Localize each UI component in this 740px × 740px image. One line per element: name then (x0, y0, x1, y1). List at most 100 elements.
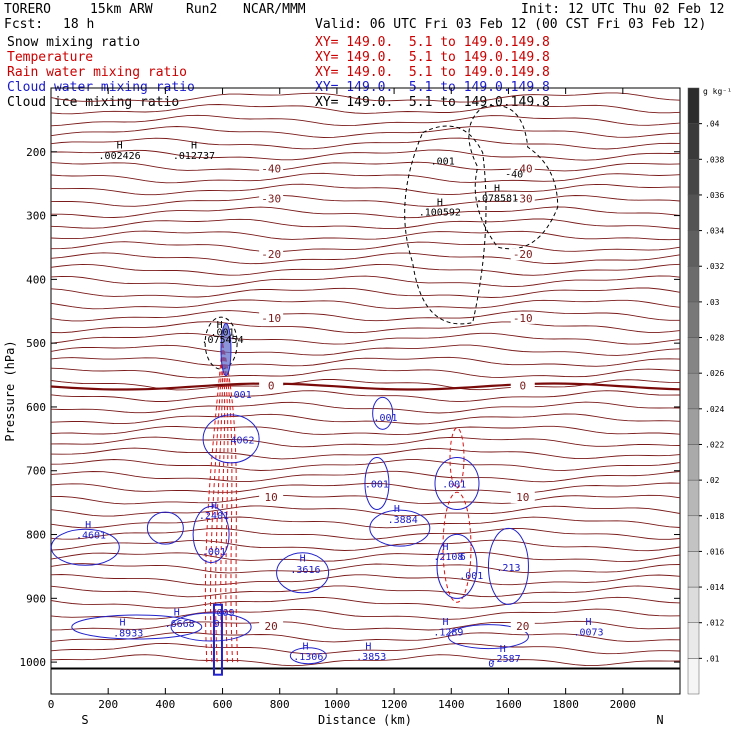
temperature-contour-line (50, 332, 681, 345)
rain-water-contour (220, 343, 226, 663)
temperature-contour-line (50, 367, 681, 379)
temperature-contour-line (50, 505, 681, 517)
max-value-label: .213 (496, 563, 520, 574)
isotherm-label: -20 (261, 248, 281, 261)
temperature-contour-line (50, 516, 681, 529)
temperature-contour-line (50, 447, 681, 460)
isotherm-label-bg (259, 491, 284, 504)
colorbar-tick-label: .022 (705, 440, 724, 449)
temperature-contour-line (51, 206, 681, 219)
temperature-contour-line (50, 436, 681, 448)
colorbar-swatch (687, 337, 700, 374)
colorbar-swatch (687, 408, 700, 445)
isotherm-label-bg (510, 620, 535, 633)
rain-water-contour (222, 343, 229, 663)
field-cloud-ice: Cloud ice mixing ratio (7, 95, 180, 110)
max-value-label: .001 (365, 479, 389, 490)
isotherm-label: -10 (261, 312, 281, 325)
max-value-label: .078581 (476, 194, 518, 205)
colorbar-tick-label: .036 (705, 191, 724, 200)
header-fcst-label: Fcst: (4, 17, 44, 32)
temperature-contour-line (50, 310, 680, 322)
max-value-label: .075454 (201, 335, 243, 346)
temperature-contour-line (50, 539, 681, 552)
colorbar-swatch (687, 123, 700, 160)
max-value-label: 6 (460, 552, 466, 563)
temperature-contour-line (50, 149, 681, 161)
rain-water-contour (215, 343, 224, 663)
colorbar-swatch (687, 658, 700, 695)
temperature-contour-line (50, 172, 681, 184)
temperature-contour-line (50, 321, 681, 334)
header-init: Init: 12 UTC Thu 02 Feb 12 (521, 2, 725, 17)
isotherm-label-bg (259, 379, 284, 392)
cloud-water-contour (369, 509, 431, 547)
snow-shaded-core (220, 323, 232, 377)
temperature-contour-line (50, 275, 681, 288)
header-valid: Valid: 06 UTC Fri 03 Feb 12 (00 CST Fri … (315, 17, 707, 32)
temperature-contour-line (50, 92, 681, 103)
colorbar-swatch (687, 551, 700, 588)
max-value-label: .001 (459, 571, 483, 582)
temperature-contour-line (50, 344, 681, 356)
xy-line-5: XY= 149.0. 5.1 to 149.0.149.8 (315, 95, 550, 110)
end-label-north: N (656, 713, 663, 727)
x-tick-label: 400 (155, 698, 175, 711)
colorbar-tick-label: .014 (705, 583, 724, 592)
temperature-contour-line (50, 161, 681, 172)
max-marker: H (437, 197, 443, 208)
xy-line-3: XY= 149.0. 5.1 to 149.0.149.8 (315, 65, 550, 80)
max-value-label: .009 (210, 608, 234, 619)
temperature-contour-line (50, 218, 681, 230)
colorbar-swatch (687, 372, 700, 410)
max-value-label: .8933 (113, 629, 143, 640)
temperature-contour-line (50, 620, 681, 631)
colorbar-tick-label: .018 (705, 512, 724, 521)
field-rain: Rain water mixing ratio (7, 65, 188, 80)
plot-frame (50, 87, 681, 695)
temperature-contour-line (50, 608, 681, 620)
rain-water-contour (210, 343, 224, 663)
max-value-label: -40 (505, 169, 523, 180)
rain-water-contour (204, 343, 224, 663)
colorbar-tick-label: .03 (705, 298, 720, 307)
max-value-label: .002426 (99, 151, 141, 162)
cloud-ice-contour (404, 125, 487, 325)
max-marker: H (117, 141, 123, 152)
isotherm-label: -40 (261, 163, 281, 176)
colorbar-swatch (687, 479, 700, 517)
cloud-water-contour (364, 456, 390, 510)
y-tick-label: 900 (26, 592, 46, 605)
max-value-label: .3884 (388, 515, 418, 526)
colorbar-tick-label: .012 (705, 619, 724, 628)
temperature-contour-line (50, 194, 681, 207)
max-value-label: .001 (202, 547, 226, 558)
max-marker: H (443, 617, 449, 628)
x-tick-label: 1600 (495, 698, 522, 711)
max-value-label: .2108 (433, 552, 463, 563)
x-tick-label: 2000 (610, 698, 637, 711)
y-tick-label: 200 (26, 146, 46, 159)
cloud-water-contour (71, 614, 203, 640)
colorbar-swatch (687, 194, 700, 231)
colorbar-tick-label: .034 (705, 227, 724, 236)
cloud-water-contour (50, 528, 120, 566)
colorbar-tick-label: .04 (705, 120, 720, 129)
colorbar-tick-label: .016 (705, 547, 724, 556)
colorbar-tick-label: .032 (705, 262, 724, 271)
temperature-contour-line (50, 494, 681, 505)
temperature-contour-line (50, 241, 681, 253)
x-axis: 0 200 400 600 800 1000 1200 1400 1600 1800 2000 (48, 88, 636, 711)
temperature-contour-line (50, 631, 681, 643)
temperature-contour-line (50, 425, 681, 436)
isotherm-label: 0 (268, 380, 275, 393)
temperature-contour-line (50, 642, 681, 655)
max-value-label: .012737 (173, 151, 215, 162)
rain-water-contour (449, 427, 465, 489)
cloud-water-contour (170, 612, 252, 642)
max-marker: H (302, 641, 308, 652)
temperature-contour-line (50, 114, 681, 127)
colorbar-swatch (687, 586, 700, 623)
